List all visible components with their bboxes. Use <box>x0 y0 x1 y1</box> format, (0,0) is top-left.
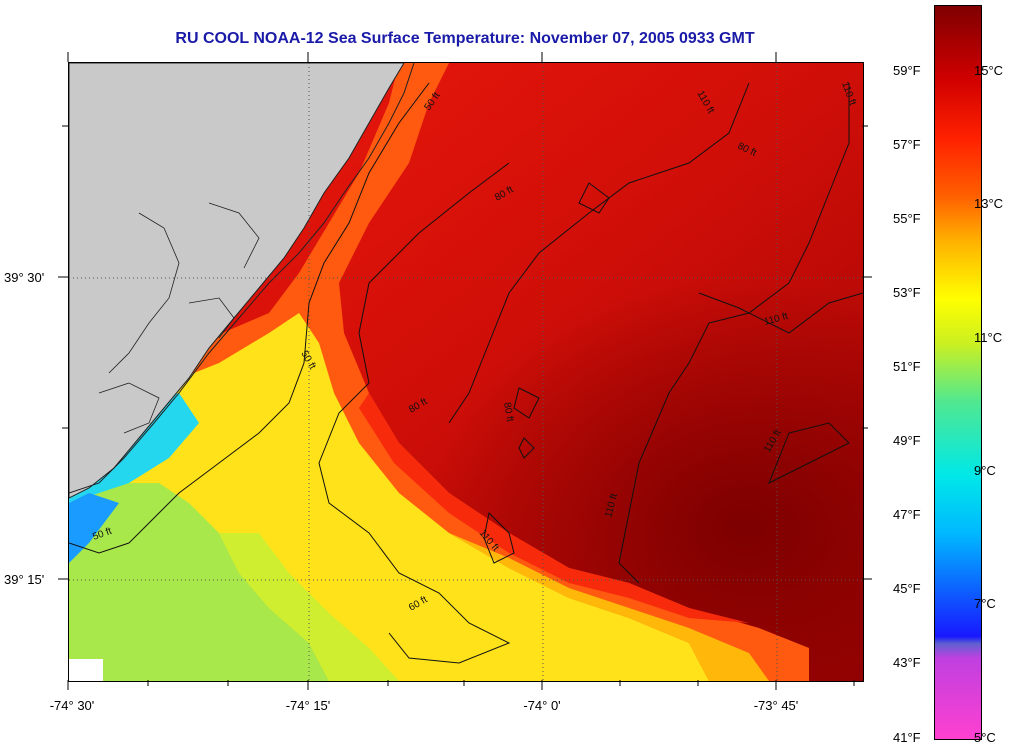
lon-label-7415: -74° 15' <box>285 698 331 713</box>
yellow-orange-water <box>449 533 769 681</box>
c-label-15: 15°C <box>974 63 1004 78</box>
f-label-57: 57°F <box>893 137 921 152</box>
bay-outlines <box>98 202 260 434</box>
f-label-59: 59°F <box>893 63 921 78</box>
contour-label-80-east: 80 ft <box>501 402 515 423</box>
lon-label-7430: -74° 30' <box>49 698 95 713</box>
lat-label-3930: 39° 30' <box>4 270 45 285</box>
c-label-5: 5°C <box>974 730 996 745</box>
barrier-islands <box>69 63 415 494</box>
graticule <box>69 63 863 681</box>
depth-contours <box>69 82 863 664</box>
blue-water <box>69 493 119 563</box>
lon-label-7400: -74° 0' <box>523 698 561 713</box>
c-label-7: 7°C <box>974 596 996 611</box>
f-label-41: 41°F <box>893 730 921 745</box>
f-label-51: 51°F <box>893 359 921 374</box>
f-label-47: 47°F <box>893 507 921 522</box>
sst-map-canvas: 50 ft 50 ft 50 ft 60 ft 80 ft 80 ft 80 f… <box>69 63 863 681</box>
c-label-13: 13°C <box>974 196 1004 211</box>
lat-label-3915: 39° 15' <box>4 572 45 587</box>
f-label-45: 45°F <box>893 581 921 596</box>
f-label-53: 53°F <box>893 285 921 300</box>
temperature-color-scale <box>934 5 982 740</box>
land <box>69 63 405 499</box>
map-title: RU COOL NOAA-12 Sea Surface Temperature:… <box>175 30 755 47</box>
green-water <box>69 483 329 681</box>
f-label-55: 55°F <box>893 211 921 226</box>
no-data-patch <box>69 659 103 681</box>
c-label-9: 9°C <box>974 463 996 478</box>
sst-map[interactable]: 50 ft 50 ft 50 ft 60 ft 80 ft 80 ft 80 f… <box>68 62 864 682</box>
f-label-43: 43°F <box>893 655 921 670</box>
c-label-11: 11°C <box>974 330 1003 345</box>
lon-label-7345: -73° 45' <box>753 698 799 713</box>
f-label-49: 49°F <box>893 433 921 448</box>
